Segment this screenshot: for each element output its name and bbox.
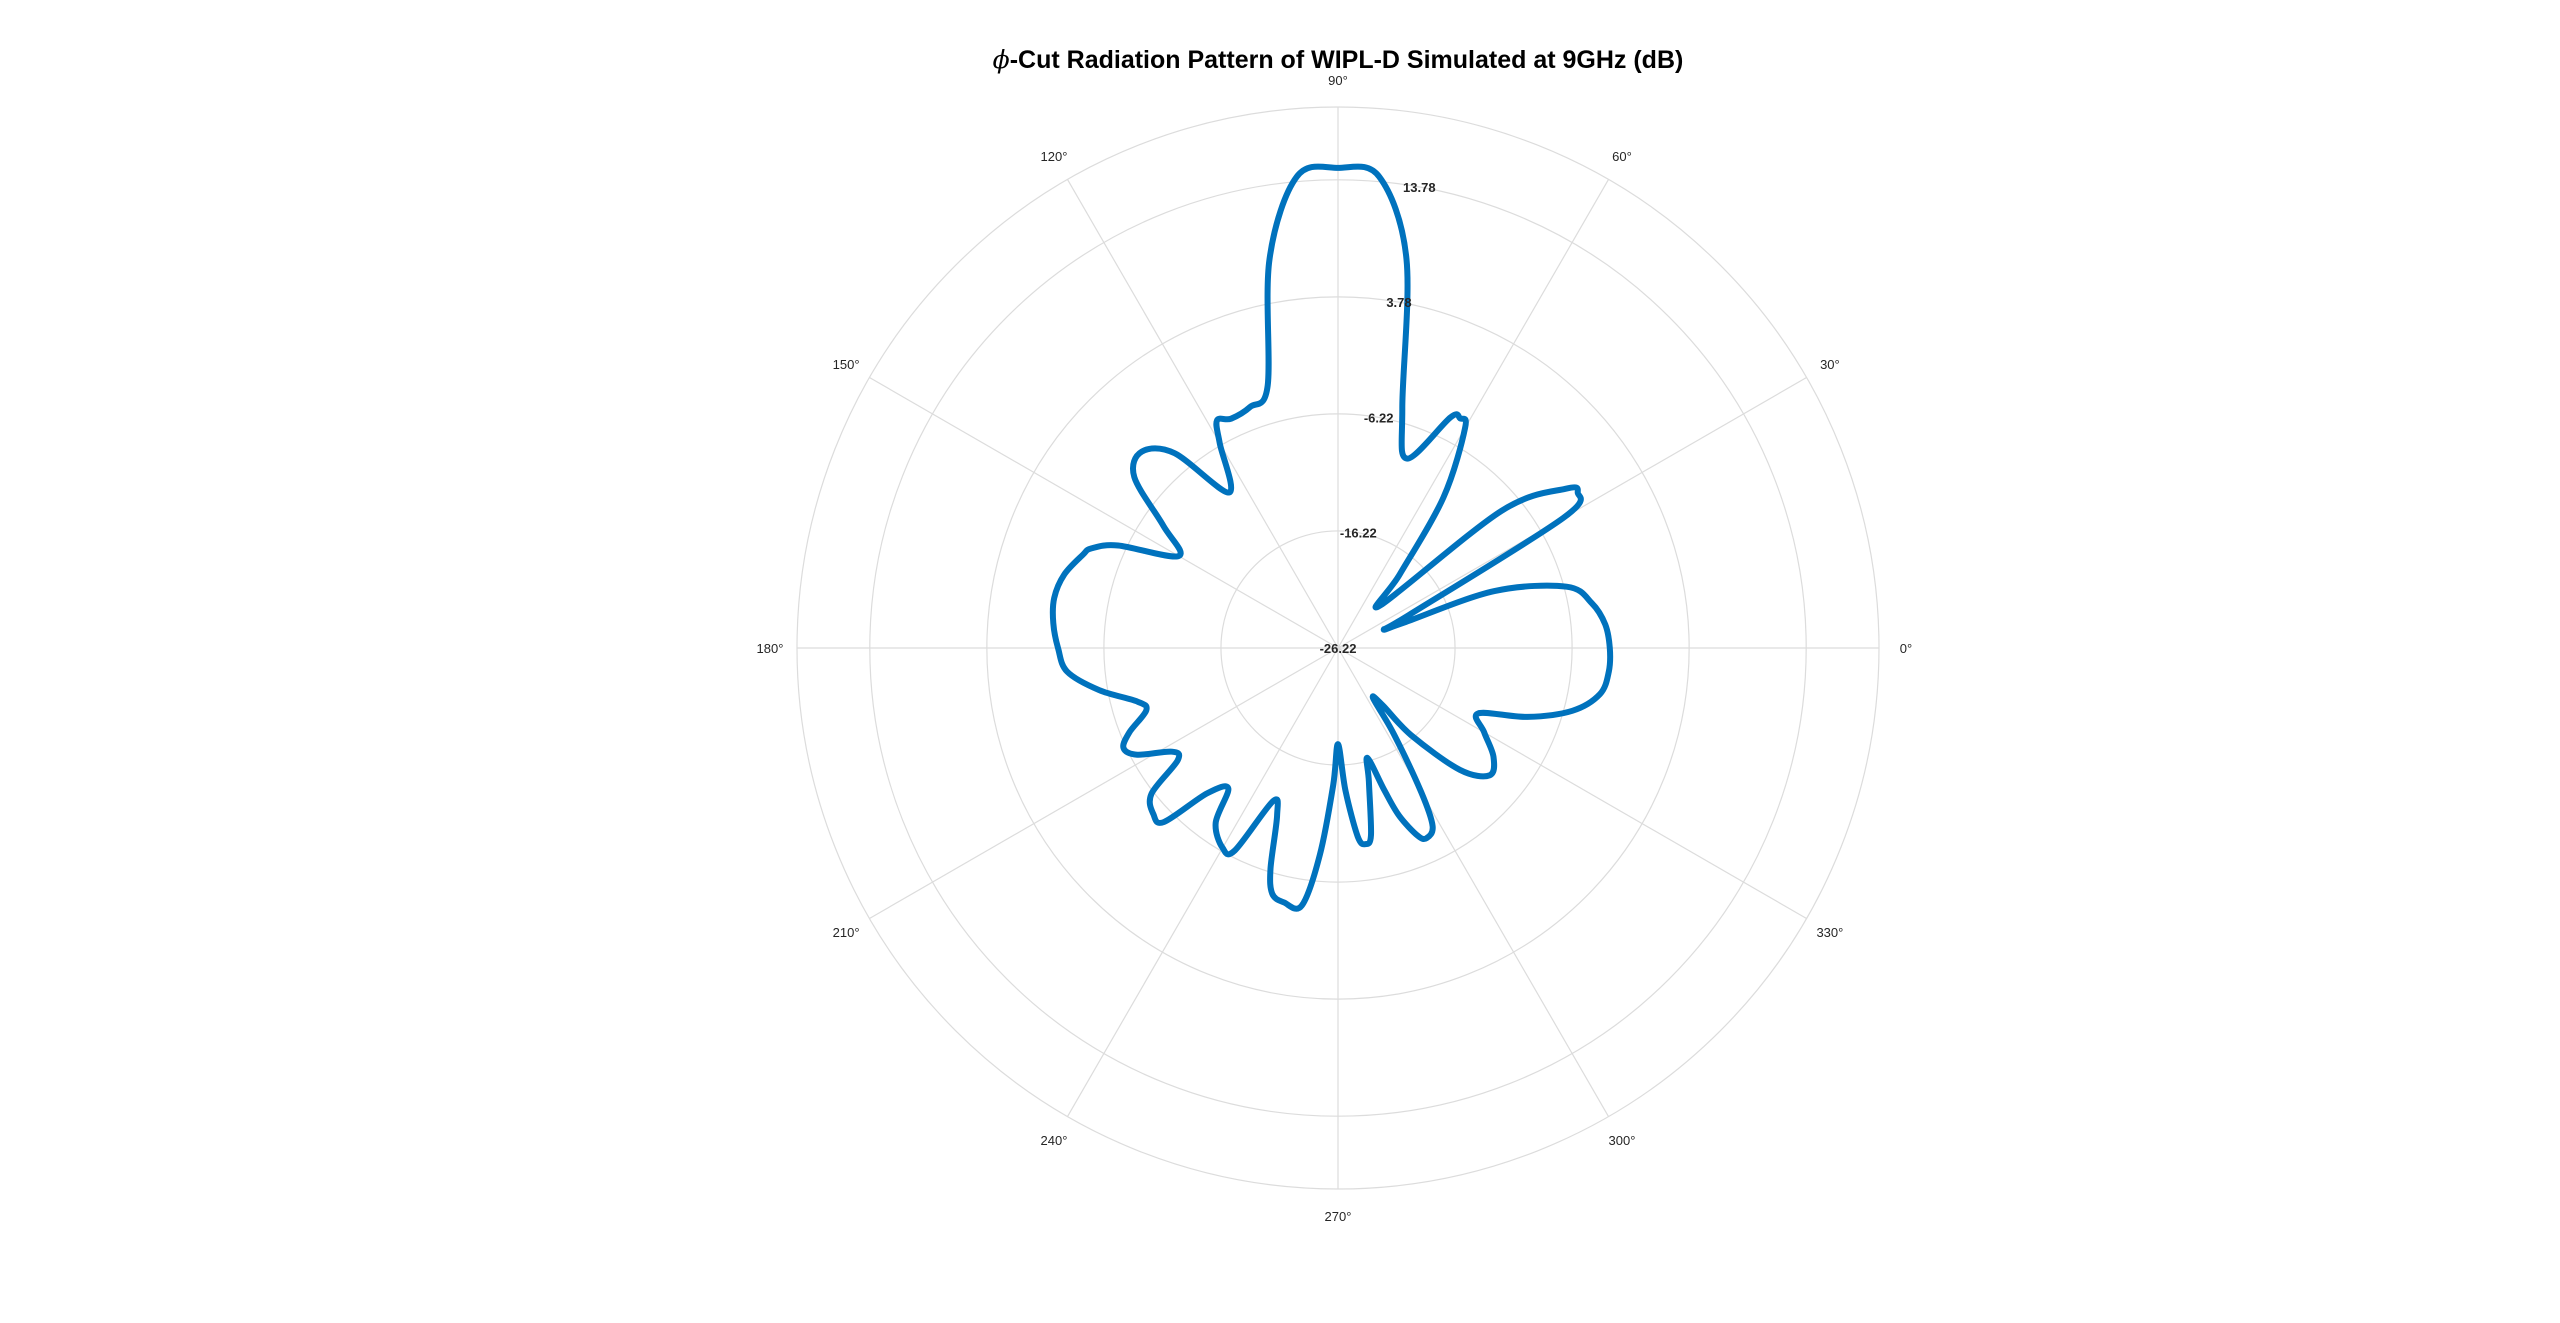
angle-tick-label: 0°	[1900, 641, 1912, 656]
grid-spoke	[1066, 179, 1339, 649]
chart-title: ϕ-Cut Radiation Pattern of WIPL-D Simula…	[993, 45, 1684, 74]
polar-grid	[796, 106, 1880, 1190]
angle-tick-label: 300°	[1609, 1133, 1636, 1148]
axis-labels: 0° 30° 60° 90° 120° 150° 180° 210° 240° 270° 300° 3…	[757, 73, 1913, 1224]
grid-spoke	[869, 376, 1339, 649]
title-text: -Cut Radiation Pattern of WIPL-D Simulat…	[1010, 46, 1684, 74]
angle-tick-label: 240°	[1041, 1133, 1068, 1148]
angle-tick-label: 180°	[757, 641, 784, 656]
r-tick-label: -6.22	[1364, 410, 1394, 425]
grid-spoke	[1337, 647, 1610, 1117]
angle-tick-label: 120°	[1041, 149, 1068, 164]
title-phi-symbol: ϕ	[993, 45, 1010, 74]
angle-tick-label: 330°	[1816, 925, 1843, 940]
r-tick-label: 3.78	[1386, 295, 1411, 310]
angle-tick-label: 150°	[833, 357, 860, 372]
grid-spoke	[1337, 179, 1610, 649]
radiation-pattern-line	[1049, 163, 1614, 912]
r-tick-label: 13.78	[1403, 180, 1436, 195]
grid-spoke	[1066, 647, 1339, 1117]
grid-spoke	[1337, 647, 1807, 920]
series-layer	[1049, 163, 1614, 912]
angle-tick-label: 210°	[833, 925, 860, 940]
r-tick-label: -16.22	[1340, 526, 1377, 541]
angle-tick-label: 30°	[1820, 357, 1840, 372]
angle-tick-label: 60°	[1612, 149, 1632, 164]
r-tick-label: -26.22	[1320, 641, 1357, 656]
angle-tick-label: 270°	[1325, 1209, 1352, 1224]
angle-tick-label: 90°	[1328, 73, 1348, 88]
grid-spoke	[869, 647, 1339, 920]
